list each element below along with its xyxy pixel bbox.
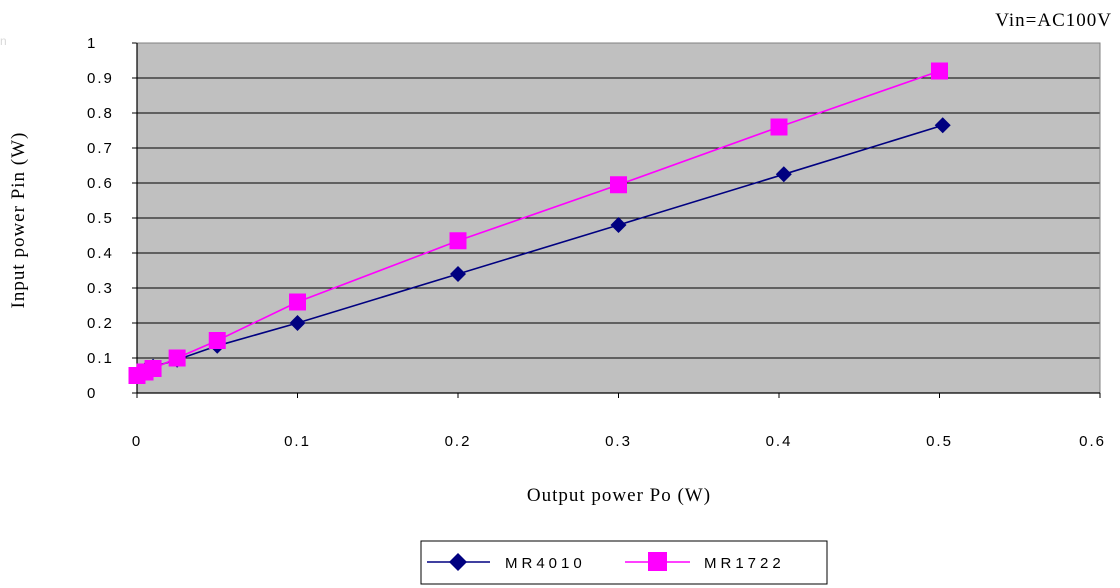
corner-fragment-text: n [0, 34, 7, 48]
data-point-mr4010 [289, 315, 306, 331]
y-tick-label: 0 [87, 385, 97, 402]
y-tick-label: 1 [87, 35, 97, 52]
x-tick-label: 0.6 [1079, 433, 1106, 450]
legend: MR4010 MR1722 [420, 540, 828, 585]
y-tick-label: 0.8 [87, 105, 114, 122]
axes [132, 42, 1101, 398]
data-point-mr4010 [450, 266, 466, 282]
data-point-mr1722 [208, 332, 226, 349]
data-point-mr4010 [775, 166, 792, 183]
y-axis-title: Input power Pin (W) [8, 132, 29, 309]
data-point-mr4010 [934, 117, 951, 134]
y-tick-labels: 0 0.1 0.2 0.3 0.4 0.5 0.6 0.7 0.8 0.9 1 [87, 35, 114, 402]
x-tick-label: 0.5 [926, 433, 953, 450]
x-axis-title: Output power Po (W) [527, 485, 711, 506]
data-point-mr1722 [610, 176, 627, 194]
y-tick-label: 0.1 [87, 350, 114, 367]
legend-marker-mr1722 [648, 552, 667, 571]
y-tick-label: 0.5 [87, 210, 114, 227]
x-tick-label: 0 [132, 433, 142, 450]
data-point-mr4010 [610, 217, 627, 233]
data-point-mr1722 [770, 118, 788, 136]
legend-label-mr4010: MR4010 [505, 555, 586, 572]
legend-marker-mr4010 [449, 553, 467, 571]
data-point-mr1722 [449, 232, 467, 250]
condition-note: Vin=AC100V [995, 10, 1112, 31]
data-point-mr1722 [931, 62, 948, 80]
y-tick-label: 0.9 [87, 70, 114, 87]
x-tick-labels: 0 0.1 0.2 0.3 0.4 0.5 0.6 [132, 433, 1106, 450]
y-tick-label: 0.6 [87, 175, 114, 192]
series-layer [128, 62, 951, 384]
y-tick-label: 0.3 [87, 280, 114, 297]
legend-label-mr1722: MR1722 [704, 555, 785, 572]
y-tick-label: 0.7 [87, 140, 114, 157]
x-tick-label: 0.4 [766, 433, 793, 450]
y-tick-label: 0.4 [87, 245, 114, 262]
data-point-mr1722 [168, 349, 186, 367]
data-point-mr1722 [289, 293, 306, 311]
x-tick-label: 0.1 [284, 433, 311, 450]
data-point-mr1722 [144, 360, 162, 377]
x-tick-label: 0.3 [605, 433, 632, 450]
y-tick-label: 0.2 [87, 315, 114, 332]
x-tick-label: 0.2 [445, 433, 472, 450]
